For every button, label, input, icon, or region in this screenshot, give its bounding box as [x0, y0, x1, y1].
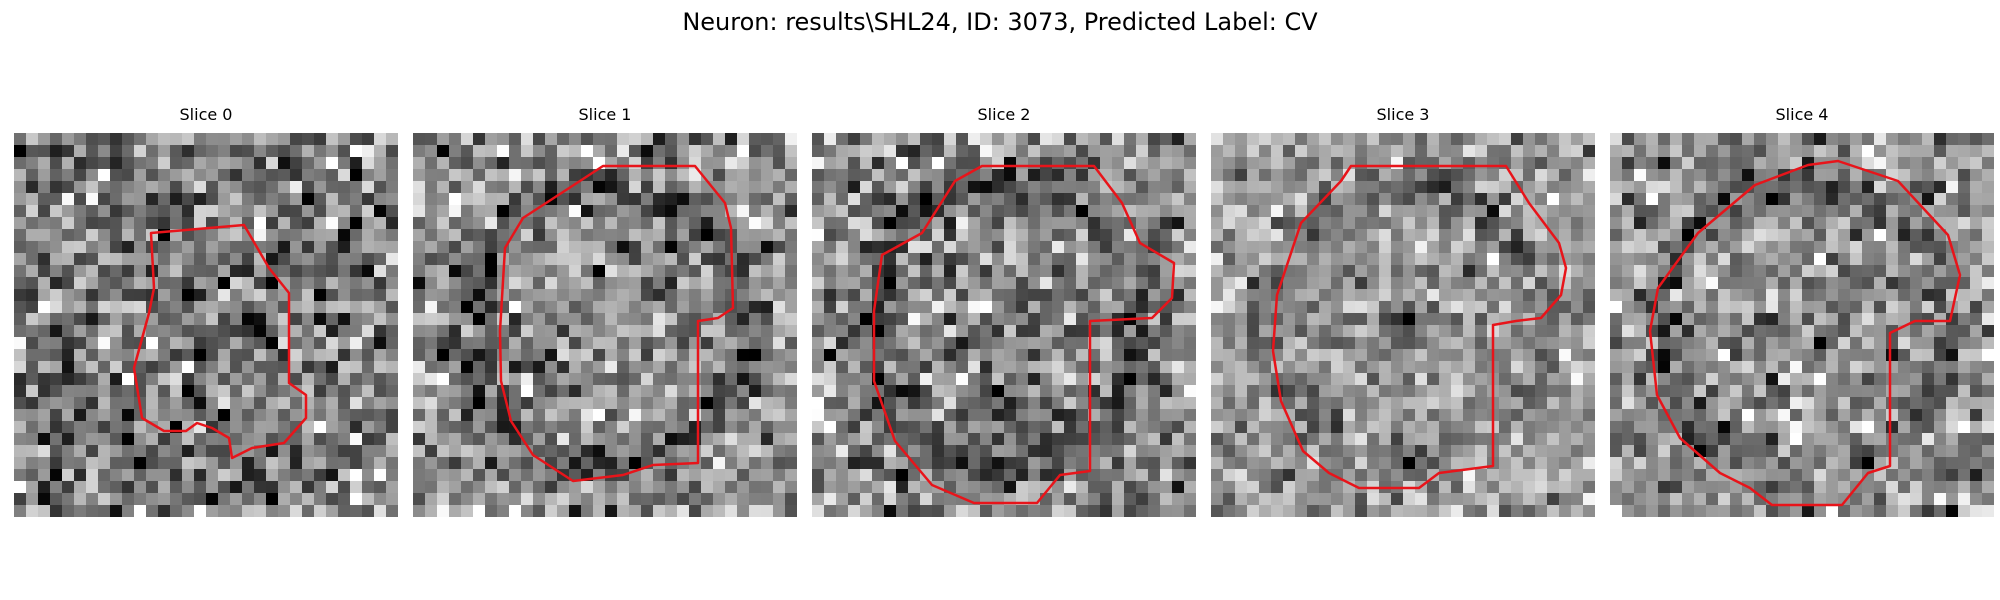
slice-title-3: Slice 3 — [1376, 105, 1430, 124]
slice-title-2: Slice 2 — [977, 105, 1031, 124]
segmentation-contour-1 — [498, 164, 735, 483]
segmentation-contour-2 — [872, 164, 1176, 505]
slice-pixels-1 — [413, 133, 797, 517]
slice-image-3 — [1211, 133, 1595, 517]
segmentation-contour-4 — [1648, 159, 1962, 507]
figure-title: Neuron: results\SHL24, ID: 3073, Predict… — [682, 8, 1318, 36]
slice-image-0 — [14, 133, 398, 517]
slice-image-4 — [1610, 133, 1994, 517]
segmentation-contour-0 — [132, 223, 308, 460]
slice-pixels-3 — [1211, 133, 1595, 517]
slice-title-4: Slice 4 — [1775, 105, 1829, 124]
slice-title-1: Slice 1 — [578, 105, 632, 124]
segmentation-contour-3 — [1271, 164, 1568, 490]
slice-image-2 — [812, 133, 1196, 517]
slice-pixels-2 — [812, 133, 1196, 517]
slice-image-1 — [413, 133, 797, 517]
slice-title-0: Slice 0 — [179, 105, 233, 124]
slice-pixels-0 — [14, 133, 398, 517]
slice-pixels-4 — [1610, 133, 1994, 517]
